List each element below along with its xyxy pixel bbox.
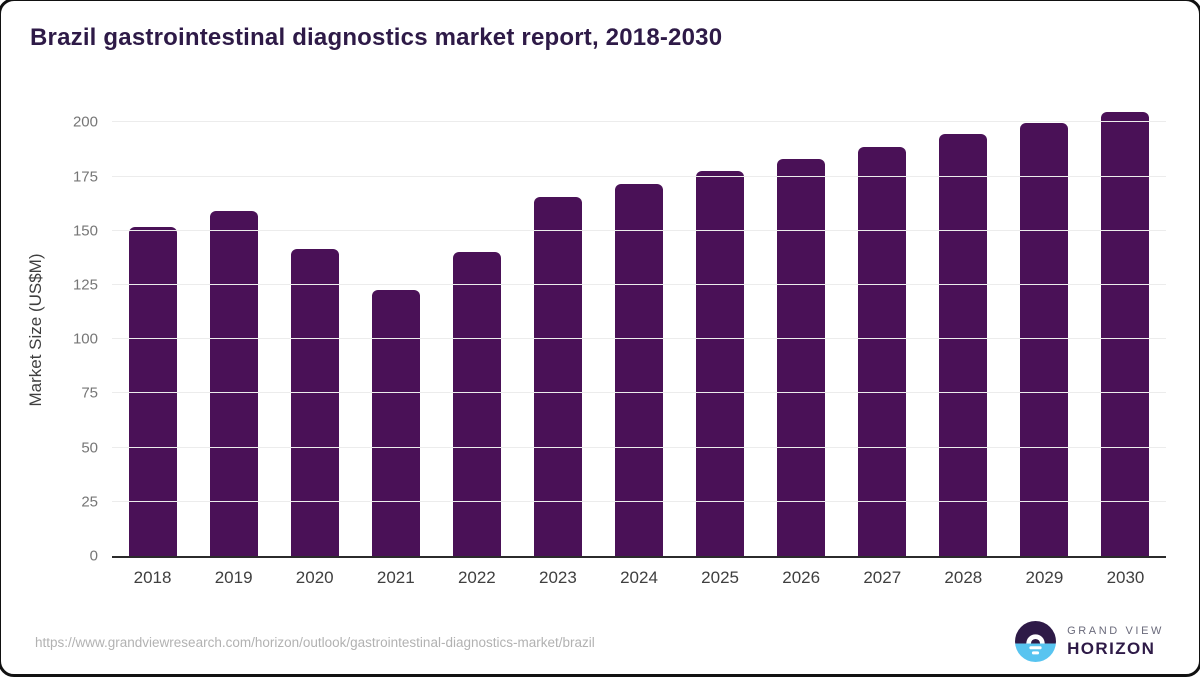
bar-2030[interactable] [1101, 111, 1150, 556]
bar-column-2019 [193, 100, 274, 556]
bar-column-2024 [598, 100, 679, 556]
gridline-175 [112, 175, 1166, 177]
bar-2026[interactable] [777, 159, 826, 556]
bar-column-2027 [842, 100, 923, 556]
bar-2020[interactable] [290, 248, 339, 556]
bar-2019[interactable] [209, 211, 258, 556]
y-tick-label-100: 100 [72, 330, 98, 348]
gridline-100 [112, 338, 1166, 340]
gridline-150 [112, 229, 1166, 231]
bar-2022[interactable] [452, 252, 501, 556]
x-tick-label-2029: 2029 [1025, 568, 1064, 587]
x-tick-label-2022: 2022 [457, 568, 496, 587]
x-tick-label-2025: 2025 [701, 568, 739, 587]
bar-column-2022 [436, 100, 517, 556]
x-tick-label-2030: 2030 [1106, 568, 1145, 587]
bar-2028[interactable] [939, 134, 988, 556]
bar-column-2021 [355, 100, 436, 556]
bar-column-2030 [1085, 100, 1166, 556]
bar-2027[interactable] [858, 146, 907, 556]
horizon-sun-circle-icon [1015, 621, 1057, 662]
y-tick-label-175: 175 [72, 168, 98, 186]
gridline-200 [112, 121, 1166, 123]
x-tick-label-2020: 2020 [295, 568, 334, 587]
bar-2025[interactable] [696, 171, 745, 556]
gridline-125 [112, 283, 1166, 285]
y-tick-label-50: 50 [81, 439, 98, 457]
y-tick-label-75: 75 [81, 384, 98, 402]
grand-view-horizon-logo: GRAND VIEW HORIZON [1015, 621, 1164, 662]
x-tick-label-2028: 2028 [944, 568, 983, 587]
gridline-50 [112, 446, 1166, 448]
logo-brand-bottom: HORIZON [1067, 638, 1156, 658]
chart-title: Brazil gastrointestinal diagnostics mark… [30, 24, 723, 51]
x-tick-label-2019: 2019 [214, 568, 253, 587]
logo-brand-top: GRAND VIEW [1067, 624, 1164, 637]
x-tick-label-2024: 2024 [620, 568, 658, 587]
y-tick-label-150: 150 [72, 222, 98, 240]
y-tick-label-200: 200 [72, 113, 98, 131]
x-tick-label-2018: 2018 [133, 568, 172, 587]
x-tick-label-2021: 2021 [376, 568, 415, 587]
bar-column-2020 [274, 100, 355, 556]
bar-column-2023 [517, 100, 598, 556]
x-tick-label-2026: 2026 [782, 568, 821, 587]
gridline-25 [112, 500, 1166, 502]
logo-text: GRAND VIEW HORIZON [1067, 625, 1164, 659]
bars-row [112, 100, 1166, 556]
bar-column-2025 [680, 100, 761, 556]
y-tick-label-25: 25 [81, 493, 98, 511]
bar-column-2018 [112, 100, 193, 556]
gridline-75 [112, 392, 1166, 394]
source-url: https://www.grandviewresearch.com/horizo… [35, 635, 595, 650]
bar-2021[interactable] [371, 289, 420, 556]
y-tick-label-0: 0 [89, 547, 98, 565]
bar-2029[interactable] [1020, 123, 1069, 556]
y-tick-label-125: 125 [72, 276, 98, 294]
x-tick-label-2027: 2027 [863, 568, 902, 587]
footer: https://www.grandviewresearch.com/horizo… [0, 613, 1200, 675]
bar-2023[interactable] [533, 197, 582, 556]
x-axis-labels: 2018 2019 2020 2021 2022 2023 2024 2025 2026 2027… [112, 568, 1166, 588]
plot-area: 0 25 50 75 100 125 150 175 200 [73, 100, 1166, 565]
bar-2024[interactable] [615, 184, 663, 556]
bar-column-2028 [923, 100, 1004, 556]
bar-column-2029 [1004, 100, 1085, 556]
x-tick-label-2023: 2023 [539, 568, 577, 587]
bar-column-2026 [761, 100, 842, 556]
